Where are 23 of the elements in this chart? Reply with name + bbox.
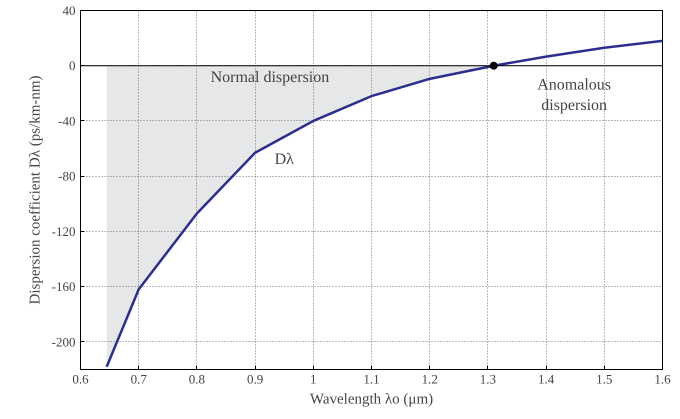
x-tick-label: 0.6	[72, 372, 90, 386]
y-tick-label: -160	[52, 279, 76, 294]
y-tick-label: -120	[52, 224, 76, 239]
x-tick-label: 1.4	[538, 372, 555, 386]
y-axis-title: Dispersion coefficient Dλ (ps/km-nm)	[28, 75, 44, 305]
x-tick-label: 0.8	[188, 372, 206, 386]
y-tick-label: -40	[58, 113, 76, 128]
x-tick-label: 0.9	[246, 372, 264, 386]
x-axis-title: Wavelength λo (μm)	[310, 392, 434, 408]
x-tick-label: 1.6	[654, 372, 672, 386]
x-tick-label: 1	[310, 372, 317, 386]
x-tick-label: 0.7	[130, 372, 148, 386]
annotation: Normal dispersion	[210, 69, 330, 86]
y-tick-label: 40	[62, 3, 76, 18]
annotation: Anomalous dispersion	[537, 76, 612, 114]
y-tick-label: -80	[58, 168, 76, 184]
x-tick-label: 1.1	[363, 372, 380, 386]
y-tick-label: 0	[69, 58, 76, 74]
annotation: Dλ	[274, 150, 294, 168]
x-tick-label: 1.5	[596, 372, 612, 386]
x-tick-label: 1.2	[422, 372, 438, 386]
y-tick-label: -200	[52, 334, 76, 350]
x-tick-label: 1.3	[480, 372, 496, 386]
